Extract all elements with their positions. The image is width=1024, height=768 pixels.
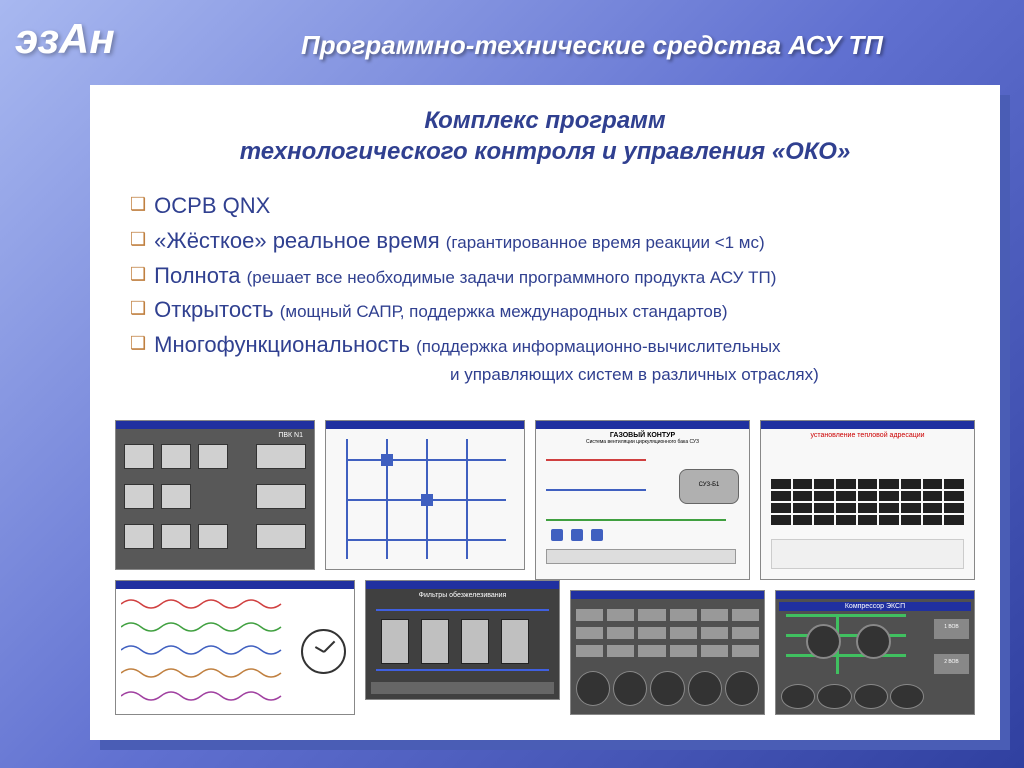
thumbnail-grid: ПВК N1	[110, 420, 980, 720]
clock-icon	[301, 629, 346, 674]
bullet-note: (решает все необходимые задачи программн…	[247, 268, 777, 287]
bullet-main: ОСРВ QNX	[154, 193, 270, 218]
bullet-item: ❑ ОСРВ QNX	[130, 192, 970, 221]
bullet-marker-icon: ❑	[130, 227, 146, 252]
thumb-label: Компрессор ЭКСП	[779, 602, 971, 611]
thumbnail-filters: Фильтры обезжелезивания	[365, 580, 560, 700]
bullet-note: (мощный САПР, поддержка международных ст…	[280, 302, 728, 321]
bullet-note: (гарантированное время реакции <1 мс)	[446, 233, 765, 252]
thumb-label: ПВК N1	[119, 432, 311, 439]
thumb-label: установление тепловой адресации	[764, 432, 971, 439]
wave-icon	[121, 594, 291, 614]
logo: эзАн	[15, 15, 115, 63]
side-label: 1 ВОВ	[934, 619, 969, 639]
thumbnail-scada-dark: ПВК N1	[115, 420, 315, 570]
tank-label: СУЗ-Б1	[680, 470, 738, 488]
bullet-list: ❑ ОСРВ QNX ❑ «Жёсткое» реальное время (г…	[130, 192, 970, 385]
matrix-grid	[771, 479, 964, 525]
bullet-marker-icon: ❑	[130, 296, 146, 321]
thumb-sublabel: Система вентиляции циркуляционного бака …	[539, 439, 746, 445]
wave-icon	[121, 640, 291, 660]
bullet-item: ❑ Многофункциональность (поддержка инфор…	[130, 331, 970, 360]
content-panel: Комплекс программ технологического контр…	[90, 85, 1000, 740]
subtitle: Комплекс программ технологического контр…	[120, 105, 970, 167]
bullet-marker-icon: ❑	[130, 262, 146, 287]
side-label: 2 ВОВ	[934, 654, 969, 674]
wave-icon	[121, 663, 291, 683]
thumbnail-gas-contour: ГАЗОВЫЙ КОНТУР Система вентиляции циркул…	[535, 420, 750, 580]
bullet-marker-icon: ❑	[130, 192, 146, 217]
thumbnail-compressor: Компрессор ЭКСП 1 ВОВ 2 ВОВ	[775, 590, 975, 715]
bullet-main: Полнота	[154, 263, 246, 288]
bullet-marker-icon: ❑	[130, 331, 146, 356]
thumbnail-schematic	[325, 420, 525, 570]
bullet-item: ❑ «Жёсткое» реальное время (гарантирован…	[130, 227, 970, 256]
thumbnail-valves	[570, 590, 765, 715]
thumb-label: ГАЗОВЫЙ КОНТУР	[539, 432, 746, 439]
thumb-label: Фильтры обезжелезивания	[369, 592, 556, 599]
thumbnail-waveforms	[115, 580, 355, 715]
bullet-continuation: и управляющих систем в различных отрасля…	[450, 365, 970, 385]
subtitle-line1: Комплекс программ	[120, 105, 970, 136]
wave-icon	[121, 686, 291, 706]
thumbnail-matrix: установление тепловой адресации	[760, 420, 975, 580]
bullet-note: (поддержка информационно-вычислительных	[416, 337, 780, 356]
bullet-main: Многофункциональность	[154, 332, 416, 357]
tank-icon: СУЗ-Б1	[679, 469, 739, 504]
bullet-main: Открытость	[154, 297, 280, 322]
bullet-main: «Жёсткое» реальное время	[154, 228, 446, 253]
wave-icon	[121, 617, 291, 637]
header-title: Программно-технические средства АСУ ТП	[200, 30, 984, 61]
subtitle-line2: технологического контроля и управления «…	[120, 136, 970, 167]
bullet-item: ❑ Полнота (решает все необходимые задачи…	[130, 262, 970, 291]
bullet-item: ❑ Открытость (мощный САПР, поддержка меж…	[130, 296, 970, 325]
